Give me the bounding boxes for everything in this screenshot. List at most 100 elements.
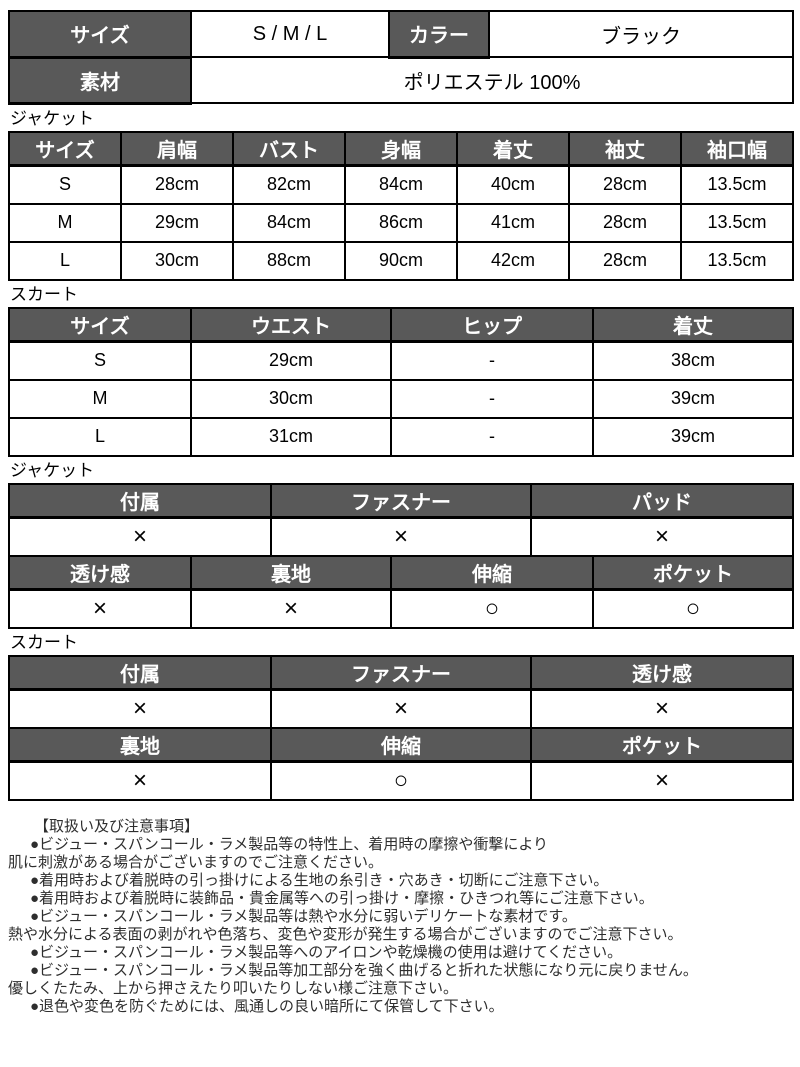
- note-line: 熱や水分による表面の剥がれや色落ち、変色や変形が発生する場合がございますのでご注…: [8, 925, 683, 943]
- table-row: × × ×: [8, 516, 794, 557]
- skirt-size-section-label: スカート: [10, 284, 78, 304]
- note-line: 肌に刺激がある場合がございますのでご注意ください。: [8, 853, 384, 871]
- table-cell: 40cm: [456, 164, 570, 205]
- table-header-row: サイズ 肩幅 バスト 身幅 着丈 袖丈 袖口幅: [8, 130, 794, 167]
- table-cell: S: [8, 164, 122, 205]
- table-header-cell: 透け感: [530, 654, 794, 691]
- jacket-features-table-1: 付属 ファスナー パッド × × ×: [8, 482, 794, 557]
- size-header-cell: サイズ: [8, 10, 192, 59]
- table-cell: 29cm: [190, 340, 392, 381]
- feature-mark-cell: ×: [8, 760, 272, 801]
- jacket-features-section-label: ジャケット: [10, 460, 95, 480]
- table-cell: L: [8, 240, 122, 281]
- table-header-cell: サイズ: [8, 306, 192, 343]
- table-cell: M: [8, 378, 192, 419]
- note-line: ●着用時および着脱時の引っ掛けによる生地の糸引き・穴あき・切断にご注意下さい。: [30, 871, 609, 889]
- table-header-cell: 伸縮: [270, 726, 532, 763]
- table-header-cell: サイズ: [8, 130, 122, 167]
- note-line: ●ビジュー・スパンコール・ラメ製品等は熱や水分に弱いデリケートな素材です。: [30, 907, 577, 925]
- color-value-cell: ブラック: [488, 10, 794, 58]
- table-header-cell: 袖丈: [568, 130, 682, 167]
- table-header-cell: 裏地: [8, 726, 272, 763]
- table-header-cell: 裏地: [190, 554, 392, 591]
- skirt-features-table-2: 裏地 伸縮 ポケット × ○ ×: [8, 726, 794, 801]
- table-cell: 90cm: [344, 240, 458, 281]
- table-cell: 13.5cm: [680, 240, 794, 281]
- table-row: S 28cm 82cm 84cm 40cm 28cm 13.5cm: [8, 164, 794, 205]
- table-header-cell: 袖口幅: [680, 130, 794, 167]
- summary-table: サイズ S / M / L カラー ブラック 素材 ポリエステル 100%: [8, 10, 794, 105]
- table-row: M 29cm 84cm 86cm 41cm 28cm 13.5cm: [8, 202, 794, 243]
- jacket-features-table-2: 透け感 裏地 伸縮 ポケット × × ○ ○: [8, 554, 794, 629]
- note-line: ●ビジュー・スパンコール・ラメ製品等へのアイロンや乾燥機の使用は避けてください。: [30, 943, 623, 961]
- notes-title: 【取扱い及び注意事項】: [34, 817, 200, 835]
- table-row: S 29cm - 38cm: [8, 340, 794, 381]
- table-row: サイズ S / M / L カラー ブラック: [8, 10, 794, 59]
- table-header-row: 透け感 裏地 伸縮 ポケット: [8, 554, 794, 591]
- feature-mark-cell: ×: [8, 688, 272, 729]
- feature-mark-cell: ×: [270, 688, 532, 729]
- table-cell: 88cm: [232, 240, 346, 281]
- jacket-size-table: サイズ 肩幅 バスト 身幅 着丈 袖丈 袖口幅 S 28cm 82cm 84cm…: [8, 130, 794, 281]
- feature-mark-cell: ○: [390, 588, 594, 629]
- table-header-cell: 付属: [8, 654, 272, 691]
- note-line: ●ビジュー・スパンコール・ラメ製品等加工部分を強く曲げると折れた状態になり元に戻…: [30, 961, 698, 979]
- table-cell: 82cm: [232, 164, 346, 205]
- table-header-cell: 着丈: [592, 306, 794, 343]
- table-row: L 30cm 88cm 90cm 42cm 28cm 13.5cm: [8, 240, 794, 281]
- table-cell: 28cm: [568, 240, 682, 281]
- table-header-cell: パッド: [530, 482, 794, 519]
- jacket-size-section-label: ジャケット: [10, 108, 95, 128]
- material-value-cell: ポリエステル 100%: [190, 56, 794, 104]
- table-cell: -: [390, 340, 594, 381]
- feature-mark-cell: ×: [530, 760, 794, 801]
- table-cell: -: [390, 378, 594, 419]
- table-cell: 41cm: [456, 202, 570, 243]
- skirt-size-table: サイズ ウエスト ヒップ 着丈 S 29cm - 38cm M 30cm - 3…: [8, 306, 794, 457]
- table-cell: M: [8, 202, 122, 243]
- table-row: × ○ ×: [8, 760, 794, 801]
- table-header-row: サイズ ウエスト ヒップ 着丈: [8, 306, 794, 343]
- table-cell: 31cm: [190, 416, 392, 457]
- table-cell: 28cm: [568, 164, 682, 205]
- table-cell: 30cm: [120, 240, 234, 281]
- feature-mark-cell: ×: [8, 516, 272, 557]
- table-header-row: 付属 ファスナー パッド: [8, 482, 794, 519]
- table-cell: 13.5cm: [680, 164, 794, 205]
- table-row: 素材 ポリエステル 100%: [8, 56, 794, 105]
- skirt-features-table-1: 付属 ファスナー 透け感 × × ×: [8, 654, 794, 729]
- table-cell: 28cm: [120, 164, 234, 205]
- table-header-cell: 肩幅: [120, 130, 234, 167]
- table-row: × × ×: [8, 688, 794, 729]
- table-header-cell: 着丈: [456, 130, 570, 167]
- table-cell: 38cm: [592, 340, 794, 381]
- table-cell: 39cm: [592, 416, 794, 457]
- note-line: ●着用時および着脱時に装飾品・貴金属等への引っ掛け・摩擦・ひきつれ等にご注意下さ…: [30, 889, 654, 907]
- table-cell: 84cm: [232, 202, 346, 243]
- feature-mark-cell: ×: [190, 588, 392, 629]
- feature-mark-cell: ○: [592, 588, 794, 629]
- table-header-cell: ポケット: [592, 554, 794, 591]
- table-cell: 13.5cm: [680, 202, 794, 243]
- feature-mark-cell: ○: [270, 760, 532, 801]
- table-row: × × ○ ○: [8, 588, 794, 629]
- table-header-cell: 身幅: [344, 130, 458, 167]
- product-spec-sheet: サイズ S / M / L カラー ブラック 素材 ポリエステル 100% ジャ…: [8, 10, 794, 1015]
- table-header-cell: 付属: [8, 482, 272, 519]
- table-header-cell: ヒップ: [390, 306, 594, 343]
- table-cell: 30cm: [190, 378, 392, 419]
- skirt-features-section-label: スカート: [10, 632, 78, 652]
- table-cell: L: [8, 416, 192, 457]
- table-cell: 86cm: [344, 202, 458, 243]
- table-header-cell: ファスナー: [270, 482, 532, 519]
- table-cell: 42cm: [456, 240, 570, 281]
- feature-mark-cell: ×: [530, 516, 794, 557]
- table-cell: 84cm: [344, 164, 458, 205]
- table-header-row: 付属 ファスナー 透け感: [8, 654, 794, 691]
- note-line: ●退色や変色を防ぐためには、風通しの良い暗所にて保管して下さい。: [30, 997, 504, 1015]
- table-header-cell: ファスナー: [270, 654, 532, 691]
- table-cell: 39cm: [592, 378, 794, 419]
- size-value-cell: S / M / L: [190, 10, 390, 58]
- feature-mark-cell: ×: [8, 588, 192, 629]
- table-cell: S: [8, 340, 192, 381]
